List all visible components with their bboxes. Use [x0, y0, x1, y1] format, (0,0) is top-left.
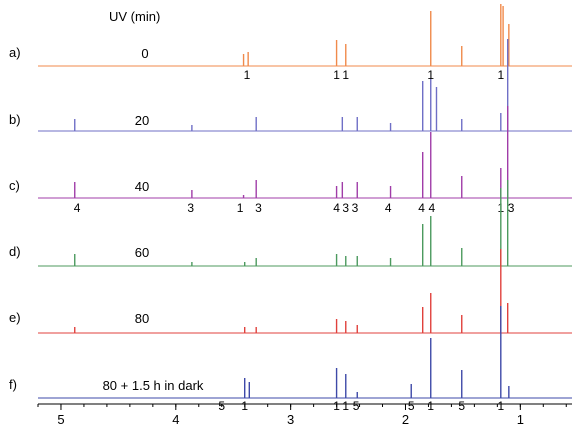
peak-assignment-label: 1 [237, 201, 244, 215]
peak-assignment-label: 1 [333, 68, 340, 82]
peak-assignment-label: 4 [74, 201, 81, 215]
spectrum-trace: d) 60 [9, 180, 572, 267]
x-axis: 5 4 3 2 1 [37, 403, 572, 427]
spectrum-trace: b) 20 [9, 39, 572, 132]
peak-assignment-label: 1 [427, 68, 434, 82]
panel-label: c) [9, 178, 20, 193]
peak-assignment-label: 3 [255, 201, 262, 215]
x-tick-label: 5 [57, 412, 64, 427]
panel-label: b) [9, 112, 21, 127]
panel-label: d) [9, 244, 21, 259]
peak-assignment-label: 4 [429, 201, 436, 215]
x-tick-label: 1 [517, 412, 524, 427]
uv-time-label: 0 [141, 46, 148, 61]
peak-assignment-label: 1 [427, 399, 434, 413]
spectrum-trace: e) 80 [9, 249, 572, 334]
panel-label: f) [9, 377, 17, 392]
uv-time-label: 80 + 1.5 h in dark [103, 378, 204, 393]
peak-assignment-label: 1 [497, 68, 504, 82]
peak-assignment-label: 3 [352, 201, 359, 215]
spectrum-trace: a) 01 1 1 1 1 [9, 4, 572, 82]
peak-assignment-label: 3 [342, 201, 349, 215]
x-tick-label: 4 [172, 412, 179, 427]
uv-time-label: 60 [135, 245, 149, 260]
peak-assignment-label: 1 [497, 399, 504, 413]
spectrum-trace: c)40431343344413 [9, 106, 572, 215]
peak-assignment-label: 1 [342, 68, 349, 82]
peak-assignment-label: 5 [408, 399, 415, 413]
uv-time-label: 20 [135, 113, 149, 128]
peak-assignment-label: 3 [187, 201, 194, 215]
spectra-group: a)011111b)20c)40431343344413d)60e)80f)80… [9, 4, 572, 413]
uv-header: UV (min) [109, 9, 160, 24]
x-tick-label: 2 [402, 412, 409, 427]
peak-assignment-label: 1 [244, 68, 251, 82]
panel-label: a) [9, 45, 21, 60]
peak-assignment-label: 4 [385, 201, 392, 215]
peak-assignment-label: 5 [353, 399, 360, 413]
peak-assignment-label: 1 [342, 399, 349, 413]
panel-label: e) [9, 310, 21, 325]
peak-assignment-label: 5 [458, 399, 465, 413]
peak-assignment-label: 3 [508, 201, 515, 215]
spectrum-trace: f)80 + 1.5 h in dark511155151 [9, 306, 572, 413]
uv-time-label: 40 [135, 179, 149, 194]
uv-time-label: 80 [135, 311, 149, 326]
x-tick-label: 3 [287, 412, 294, 427]
peak-assignment-label: 4 [333, 201, 340, 215]
peak-assignment-label: 4 [418, 201, 425, 215]
